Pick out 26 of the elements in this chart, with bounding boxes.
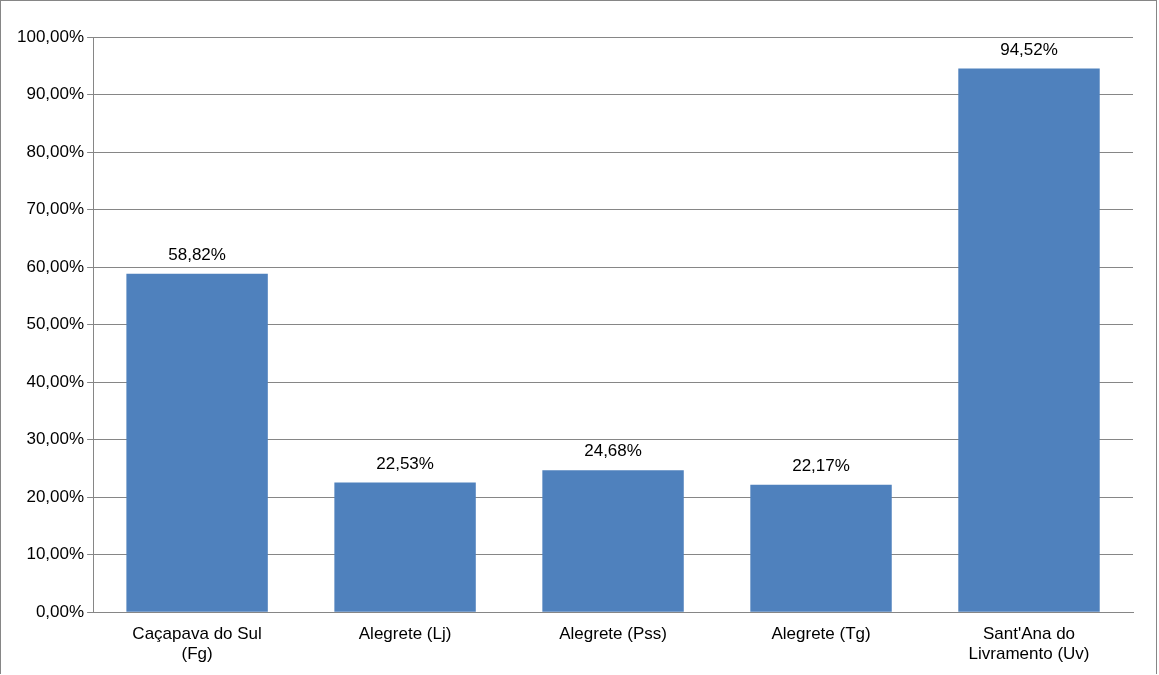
- bar: [958, 68, 1100, 612]
- y-tick-label: 50,00%: [26, 314, 85, 334]
- y-tick-label: 80,00%: [26, 141, 85, 161]
- bar: [542, 470, 684, 612]
- x-tick-label: Alegrete (Lj): [358, 624, 452, 644]
- y-tick-label: 30,00%: [26, 429, 85, 449]
- y-tick-label: 70,00%: [26, 199, 85, 219]
- data-label: 22,53%: [376, 453, 434, 473]
- bar: [334, 482, 476, 612]
- y-tick-label: 10,00%: [26, 544, 85, 564]
- x-tick-label: Sant'Ana do Livramento (Uv): [968, 624, 1090, 664]
- y-tick-label: 0,00%: [35, 601, 85, 621]
- x-tick-label: Caçapava do Sul (Fg): [132, 624, 262, 664]
- bar: [126, 273, 268, 612]
- y-tick-label: 100,00%: [16, 26, 85, 46]
- x-tick-label: Alegrete (Tg): [771, 624, 871, 644]
- y-tick-label: 60,00%: [26, 256, 85, 276]
- y-tick-label: 90,00%: [26, 84, 85, 104]
- y-tick-label: 20,00%: [26, 486, 85, 506]
- data-label: 24,68%: [584, 441, 642, 461]
- bar: [750, 484, 892, 612]
- x-tick-label: Alegrete (Pss): [559, 624, 667, 644]
- data-label: 58,82%: [168, 245, 226, 265]
- y-tick-label: 40,00%: [26, 371, 85, 391]
- data-label: 22,17%: [792, 455, 850, 475]
- data-label: 94,52%: [1000, 39, 1058, 59]
